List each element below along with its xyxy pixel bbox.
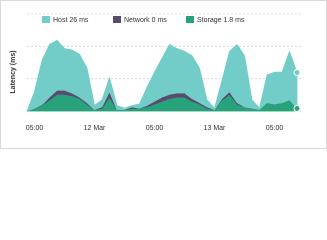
end-marker bbox=[293, 105, 301, 113]
x-tick-label: 05:00 bbox=[266, 125, 284, 132]
page: {"chart_data": {"type": "stacked-area", … bbox=[0, 0, 327, 149]
chart: Latency (ms) 05:00 12 Mar 05:00 13 Mar 05:00… bbox=[0, 0, 327, 149]
legend-label: Storage 1.8 ms bbox=[197, 17, 245, 24]
area bbox=[26, 39, 298, 112]
legend-swatch bbox=[42, 16, 50, 23]
legend-label: Network 0 ms bbox=[124, 17, 167, 24]
x-tick-label: 05:00 bbox=[26, 125, 44, 132]
legend-label: Host 26 ms bbox=[53, 17, 89, 24]
x-tick-label: 05:00 bbox=[146, 125, 164, 132]
legend-swatch bbox=[113, 16, 121, 23]
x-tick-label: 12 Mar bbox=[84, 125, 106, 132]
end-marker bbox=[293, 68, 301, 76]
y-axis-label: Latency (ms) bbox=[10, 50, 17, 93]
legend-swatch bbox=[186, 16, 194, 23]
x-tick-label: 13 Mar bbox=[204, 125, 226, 132]
